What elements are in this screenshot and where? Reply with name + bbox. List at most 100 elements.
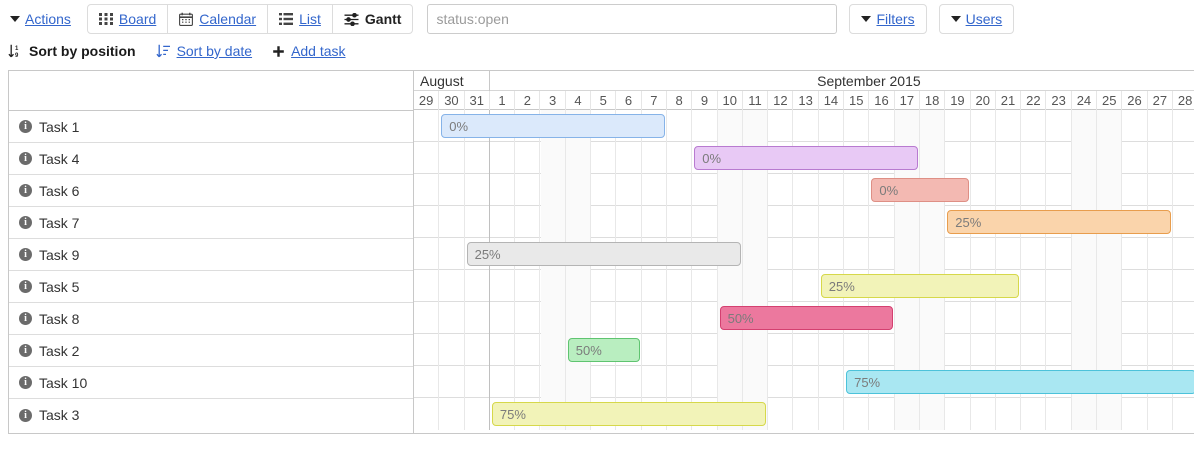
gantt-day-cell: [642, 302, 667, 334]
gantt-day-cell: [1047, 334, 1072, 366]
gantt-row: 0%: [414, 174, 1194, 206]
gantt-day-cell: [1122, 238, 1148, 270]
gantt-bar[interactable]: 25%: [947, 210, 1171, 234]
gantt-day-cell: [971, 334, 996, 366]
task-row[interactable]: i Task 6: [9, 175, 413, 207]
gantt-day-cell: [465, 398, 490, 430]
info-icon[interactable]: i: [19, 376, 32, 389]
gantt-day-cell: [717, 334, 743, 366]
task-row[interactable]: i Task 3: [9, 399, 413, 431]
actions-menu-button[interactable]: Actions: [4, 7, 81, 31]
info-icon[interactable]: i: [19, 120, 32, 133]
gantt-bar-progress-label: 50%: [727, 310, 754, 326]
gantt-day-cell: [1122, 142, 1148, 174]
day-header-cell: 26: [1122, 91, 1148, 110]
day-header-cell: 12: [768, 91, 794, 110]
gantt-day-cell: [439, 270, 465, 302]
tab-list[interactable]: List: [267, 4, 333, 34]
task-row[interactable]: i Task 5: [9, 271, 413, 303]
gantt-day-cell: [971, 142, 996, 174]
chevron-down-icon: [861, 16, 872, 22]
task-row[interactable]: i Task 10: [9, 367, 413, 399]
gantt-day-cell: [1122, 174, 1148, 206]
task-row[interactable]: i Task 2: [9, 335, 413, 367]
gantt-bar[interactable]: 75%: [846, 370, 1194, 394]
gantt-day-cell: [692, 334, 718, 366]
sort-by-date-button[interactable]: Sort by date: [155, 43, 252, 59]
gantt-day-cell: [692, 174, 718, 206]
gantt-day-cell: [1173, 142, 1194, 174]
gantt-bar[interactable]: 0%: [871, 178, 969, 202]
gantt-day-cell: [894, 398, 920, 430]
task-row[interactable]: i Task 4: [9, 143, 413, 175]
task-row[interactable]: i Task 1: [9, 111, 413, 143]
search-input[interactable]: status:open: [427, 4, 838, 34]
gantt-day-cell: [1021, 302, 1047, 334]
gantt-bar[interactable]: 50%: [567, 338, 640, 362]
gantt-row: 0%: [414, 142, 1194, 174]
info-icon[interactable]: i: [19, 280, 32, 293]
info-icon[interactable]: i: [19, 184, 32, 197]
add-task-label: Add task: [291, 43, 346, 59]
info-icon[interactable]: i: [19, 344, 32, 357]
gantt-day-cell: [1047, 238, 1072, 270]
info-icon[interactable]: i: [19, 312, 32, 325]
gantt-day-cell: [1173, 110, 1194, 142]
gantt-bar[interactable]: 0%: [694, 146, 918, 170]
gantt-day-cell: [794, 366, 819, 398]
sort-by-position-button[interactable]: 1 9 Sort by position: [8, 43, 136, 59]
day-header-cell: 14: [819, 91, 845, 110]
day-header-cell: 16: [869, 91, 895, 110]
info-icon[interactable]: i: [19, 216, 32, 229]
gantt-day-cell: [515, 206, 541, 238]
info-icon[interactable]: i: [19, 248, 32, 261]
gantt-day-cell: [819, 334, 845, 366]
day-header-cell: 29: [414, 91, 440, 110]
info-icon[interactable]: i: [19, 408, 32, 422]
month-header-cell: August: [414, 71, 490, 91]
info-icon[interactable]: i: [19, 152, 32, 165]
gantt-day-cell: [1122, 110, 1148, 142]
gantt-bar-progress-label: 75%: [499, 406, 526, 422]
task-name-label: Task 2: [39, 342, 80, 359]
tab-board[interactable]: Board: [86, 4, 169, 34]
gantt-bar[interactable]: 50%: [719, 306, 893, 330]
gantt-day-cell: [920, 334, 946, 366]
users-button[interactable]: Users: [938, 4, 1015, 34]
task-row[interactable]: i Task 8: [9, 303, 413, 335]
gantt-day-cell: [692, 206, 718, 238]
day-header-cell: 22: [1021, 91, 1047, 110]
day-header-cell: 20: [971, 91, 996, 110]
task-row[interactable]: i Task 7: [9, 207, 413, 239]
add-task-button[interactable]: Add task: [272, 43, 346, 59]
gantt-day-cell: [414, 142, 440, 174]
gantt-bar[interactable]: 75%: [491, 402, 767, 426]
gantt-bar[interactable]: 0%: [441, 114, 665, 138]
gantt-day-cell: [1097, 110, 1123, 142]
gantt-day-cell: [540, 142, 566, 174]
gantt-day-cell: [565, 206, 592, 238]
day-header-cell: 23: [1047, 91, 1072, 110]
gantt-day-cell: [768, 174, 794, 206]
gantt-day-cell: [1047, 110, 1072, 142]
gantt-day-cell: [692, 270, 718, 302]
gantt-day-cell: [439, 174, 465, 206]
gantt-day-cell: [1047, 398, 1072, 430]
task-row[interactable]: i Task 9: [9, 239, 413, 271]
gantt-bar[interactable]: 25%: [820, 274, 1020, 298]
gantt-day-cell: [1021, 238, 1047, 270]
day-header-cell: 6: [616, 91, 642, 110]
gantt-day-cell: [819, 110, 845, 142]
gantt-day-cell: [591, 270, 617, 302]
tab-calendar[interactable]: Calendar: [167, 4, 269, 34]
tab-gantt[interactable]: Gantt: [331, 4, 414, 34]
filters-button[interactable]: Filters: [849, 4, 927, 34]
gantt-day-cell: [591, 366, 617, 398]
gantt-day-cell: [439, 334, 465, 366]
gantt-day-cell: [1148, 270, 1173, 302]
gantt-day-cell: [540, 334, 566, 366]
gantt-day-cell: [819, 398, 845, 430]
gantt-day-cell: [1173, 398, 1194, 430]
task-name-label: Task 4: [39, 150, 80, 167]
gantt-bar[interactable]: 25%: [466, 242, 741, 266]
